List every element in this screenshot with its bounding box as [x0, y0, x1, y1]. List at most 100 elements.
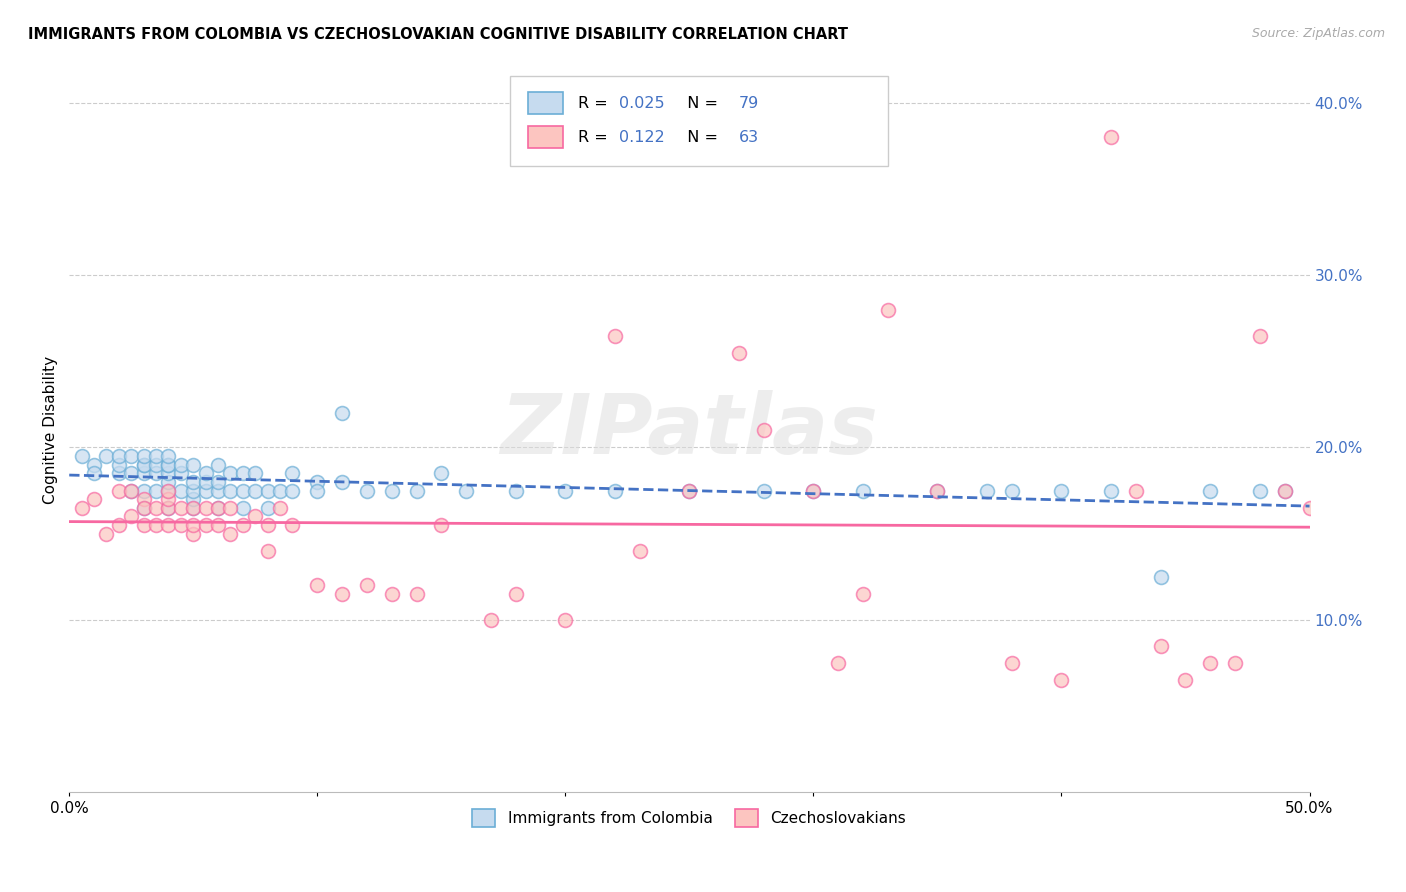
Point: [132, 449, 155, 463]
Point: [157, 518, 180, 533]
Point: [170, 467, 193, 481]
Point: [554, 483, 576, 498]
Point: [245, 509, 267, 524]
Y-axis label: Cognitive Disability: Cognitive Disability: [44, 356, 58, 504]
Point: [170, 518, 193, 533]
Text: ZIPatlas: ZIPatlas: [501, 390, 879, 471]
Point: [145, 483, 167, 498]
Point: [752, 483, 775, 498]
Point: [1249, 328, 1271, 343]
Point: [83, 458, 105, 472]
Point: [1249, 483, 1271, 498]
Point: [120, 467, 142, 481]
Point: [356, 578, 378, 592]
Point: [456, 483, 478, 498]
Point: [479, 613, 502, 627]
Point: [827, 656, 849, 670]
Point: [505, 483, 527, 498]
Point: [505, 587, 527, 601]
Point: [132, 500, 155, 515]
Point: [170, 500, 193, 515]
Point: [269, 483, 291, 498]
Point: [803, 483, 825, 498]
Point: [1223, 656, 1246, 670]
Point: [132, 467, 155, 481]
Point: [132, 500, 155, 515]
Point: [269, 500, 291, 515]
Point: [120, 509, 142, 524]
Point: [330, 406, 353, 420]
Point: [157, 483, 180, 498]
Point: [120, 449, 142, 463]
Point: [976, 483, 998, 498]
Point: [245, 467, 267, 481]
Point: [356, 483, 378, 498]
Point: [1050, 673, 1073, 687]
Point: [145, 467, 167, 481]
Point: [207, 475, 229, 489]
Point: [405, 483, 427, 498]
Point: [232, 500, 254, 515]
Point: [281, 518, 304, 533]
Point: [207, 500, 229, 515]
Point: [181, 526, 204, 541]
Point: [330, 587, 353, 601]
Point: [219, 500, 242, 515]
Text: 63: 63: [740, 129, 759, 145]
Point: [381, 587, 404, 601]
Text: 0.025: 0.025: [619, 95, 664, 111]
Point: [381, 483, 404, 498]
Point: [181, 475, 204, 489]
Point: [194, 518, 217, 533]
Text: 79: 79: [740, 95, 759, 111]
Point: [181, 518, 204, 533]
Point: [1001, 656, 1024, 670]
Point: [108, 518, 131, 533]
Point: [157, 500, 180, 515]
Point: [307, 578, 329, 592]
Point: [120, 483, 142, 498]
Point: [207, 458, 229, 472]
Point: [132, 518, 155, 533]
Legend: Immigrants from Colombia, Czechoslovakians: Immigrants from Colombia, Czechoslovakia…: [465, 801, 914, 835]
Point: [430, 467, 453, 481]
Point: [207, 500, 229, 515]
Point: [181, 458, 204, 472]
Point: [83, 492, 105, 507]
Point: [194, 467, 217, 481]
Point: [1125, 483, 1147, 498]
Point: [207, 483, 229, 498]
Point: [876, 302, 898, 317]
Point: [157, 458, 180, 472]
Point: [157, 475, 180, 489]
Point: [1274, 483, 1296, 498]
Point: [1001, 483, 1024, 498]
Point: [157, 483, 180, 498]
Point: [628, 544, 651, 558]
Point: [108, 458, 131, 472]
Point: [132, 458, 155, 472]
Text: R =: R =: [578, 129, 613, 145]
Point: [219, 526, 242, 541]
Point: [145, 500, 167, 515]
Point: [108, 467, 131, 481]
Point: [678, 483, 700, 498]
Point: [181, 500, 204, 515]
Point: [194, 500, 217, 515]
Text: IMMIGRANTS FROM COLOMBIA VS CZECHOSLOVAKIAN COGNITIVE DISABILITY CORRELATION CHA: IMMIGRANTS FROM COLOMBIA VS CZECHOSLOVAK…: [28, 27, 848, 42]
Point: [927, 483, 949, 498]
Point: [181, 500, 204, 515]
Point: [330, 475, 353, 489]
Point: [83, 467, 105, 481]
FancyBboxPatch shape: [529, 127, 562, 148]
Point: [96, 526, 118, 541]
Point: [232, 518, 254, 533]
Point: [145, 458, 167, 472]
Text: N =: N =: [676, 129, 723, 145]
Point: [281, 483, 304, 498]
Point: [132, 483, 155, 498]
Text: N =: N =: [676, 95, 723, 111]
Point: [181, 492, 204, 507]
Point: [1050, 483, 1073, 498]
Point: [307, 475, 329, 489]
